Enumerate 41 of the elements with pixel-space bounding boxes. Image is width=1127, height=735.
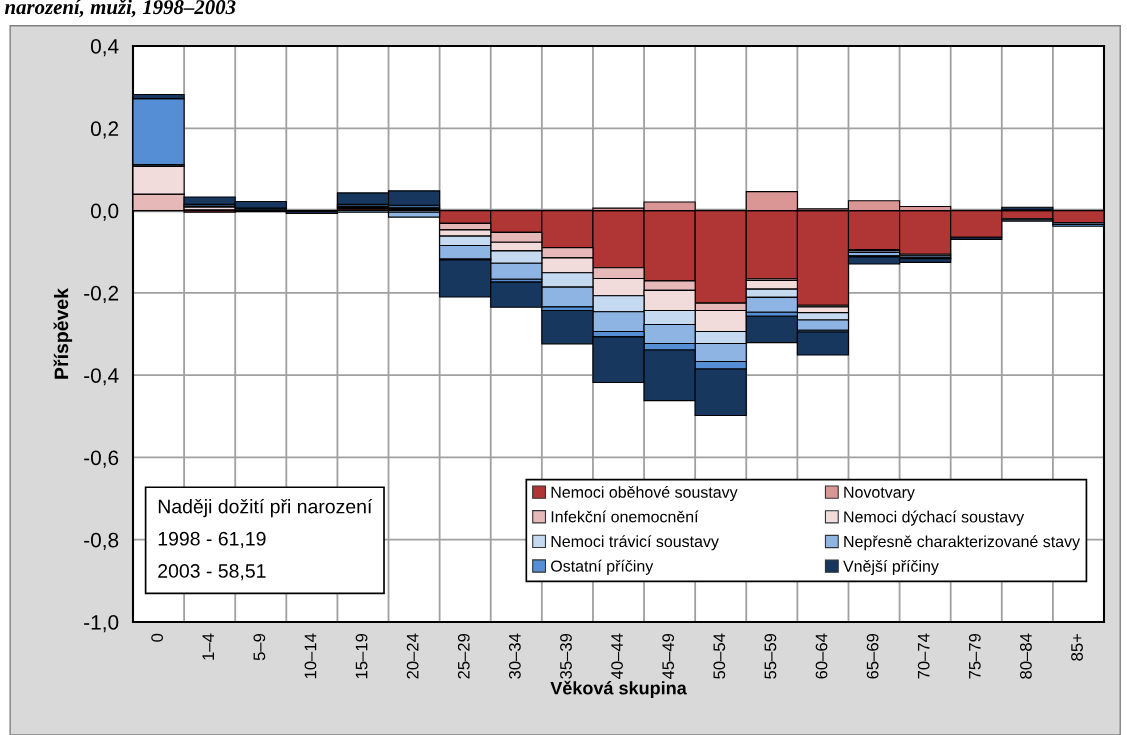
x-tick-label: 70–74	[917, 633, 930, 679]
x-axis-title: Věková skupina	[550, 680, 687, 699]
x-tick-label: 65–69	[866, 633, 879, 679]
legend-label: Nemoci oběhové soustavy	[551, 485, 738, 502]
x-tick-label: 15–19	[355, 633, 368, 679]
y-tick-label: -1,0	[84, 615, 119, 633]
legend-label: Novotvary	[844, 486, 915, 502]
x-tick-label: 0	[151, 633, 164, 642]
y-tick-label: 0,2	[90, 121, 119, 139]
x-tick-label: 25–29	[457, 633, 470, 679]
x-tick-label: 60–64	[815, 633, 828, 679]
x-tick-label: 30–34	[508, 633, 521, 679]
legend-label: Ostatní příčiny	[551, 559, 654, 575]
annotation: Naději dožití při narození	[158, 498, 373, 518]
y-tick-label: 0,4	[90, 39, 119, 57]
y-tick-label: -0,6	[84, 450, 119, 468]
legend-label: Nemoci dýchací soustavy	[844, 510, 1025, 526]
legend-label: Infekční onemocnění	[551, 510, 699, 523]
x-tick-label: 40–44	[611, 633, 623, 680]
y-tick-label: -0,8	[84, 532, 119, 550]
y-tick-label: -0,2	[84, 285, 119, 304]
legend-label: Nepřesně charakterizované stavy	[844, 535, 1081, 551]
x-tick-label: 10–14	[304, 633, 317, 679]
x-tick-label: 85+	[1071, 633, 1083, 661]
x-tick-label: 55–59	[764, 633, 777, 679]
x-tick-label: 45–49	[662, 633, 675, 680]
x-tick-label: 20–24	[406, 633, 419, 679]
y-axis-title: Příspěvek	[53, 288, 73, 379]
y-tick-label: -0,4	[84, 368, 119, 386]
x-tick-label: 80–84	[1020, 633, 1032, 679]
x-tick-label: 1–4	[202, 633, 214, 660]
legend-label: Nemoci trávicí soustavy	[551, 535, 719, 551]
chart-title: narození, muži, 1998–2003	[4, 0, 236, 18]
x-tick-label: 75–79	[968, 633, 981, 679]
annotation: 1998 - 61,19	[158, 531, 266, 548]
annotation: 2003 - 58,51	[158, 564, 266, 581]
y-tick-label: 0,0	[90, 203, 119, 221]
x-tick-label: 5–9	[253, 633, 266, 661]
x-tick-label: 35–39	[560, 633, 572, 679]
x-tick-label: 50–54	[713, 633, 726, 679]
legend-label: Vnější příčiny	[843, 559, 939, 575]
